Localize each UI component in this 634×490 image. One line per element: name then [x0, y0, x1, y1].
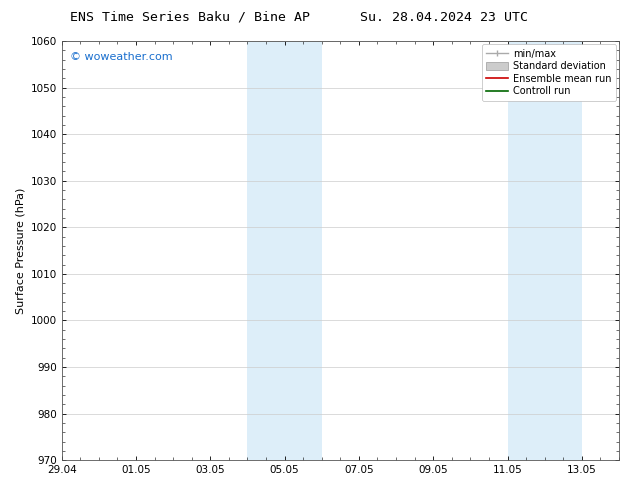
- Text: Su. 28.04.2024 23 UTC: Su. 28.04.2024 23 UTC: [360, 11, 527, 24]
- Text: © woweather.com: © woweather.com: [70, 51, 172, 62]
- Bar: [247, 41, 322, 460]
- Text: ENS Time Series Baku / Bine AP: ENS Time Series Baku / Bine AP: [70, 11, 310, 24]
- Legend: min/max, Standard deviation, Ensemble mean run, Controll run: min/max, Standard deviation, Ensemble me…: [482, 44, 616, 101]
- Bar: [508, 41, 582, 460]
- Y-axis label: Surface Pressure (hPa): Surface Pressure (hPa): [15, 187, 25, 314]
